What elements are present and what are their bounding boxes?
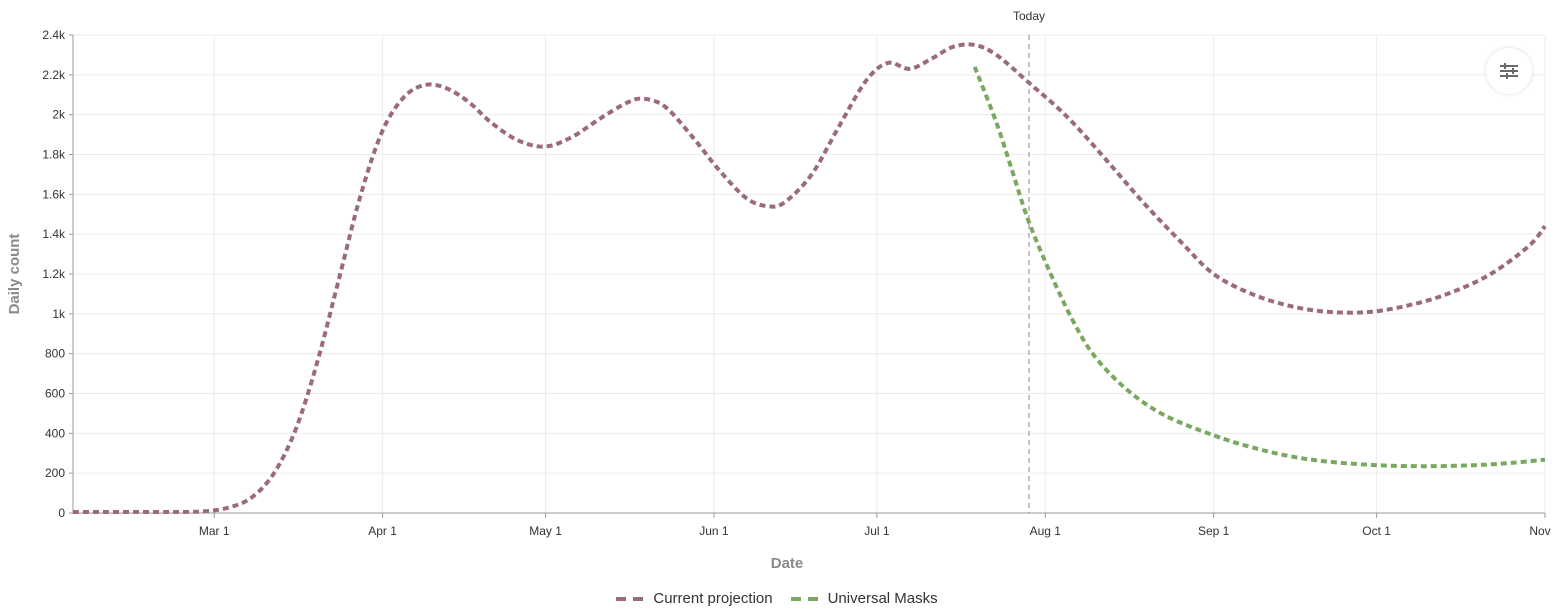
x-tick-label: Nov 1 [1529,524,1554,538]
grid [73,34,1546,513]
x-tick-label: Sep 1 [1198,524,1230,538]
x-axis: Mar 1 Apr 1 May 1 Jun 1 Jul 1 Aug 1 Sep 1 Oct 1… [199,513,1554,538]
y-tick-label: 800 [45,347,65,361]
series-line-universal-masks[interactable] [972,66,1546,469]
y-tick-label: 2.2k [42,68,66,82]
x-tick-label: May 1 [529,524,562,538]
legend-label-universal-masks: Universal Masks [827,590,938,607]
legend: Current projection Universal Masks [0,590,1554,607]
legend-dash [616,596,627,601]
legend-label-current-projection: Current projection [653,590,773,607]
x-axis-title: Date [771,555,804,572]
y-tick-label: 400 [45,426,65,440]
series-line-current-projection[interactable] [72,42,1547,515]
x-tick-label: Apr 1 [368,524,397,538]
y-axis-title: Daily count [6,234,23,315]
legend-item-universal-masks[interactable]: Universal Masks [790,590,938,607]
legend-item-current-projection[interactable]: Current projection [616,590,773,607]
legend-swatch-current-projection [616,596,644,601]
x-tick-label: Jul 1 [864,524,890,538]
y-tick-label: 1.2k [42,267,66,281]
y-tick-label: 2k [52,108,66,122]
y-tick-label: 1k [52,307,66,321]
chart-settings-button[interactable] [1486,48,1532,94]
x-tick-label: Mar 1 [199,524,230,538]
series-layer [72,42,1547,515]
y-axis: 0 200 400 600 800 1k 1.2k 1.4k 1.6k 1.8k 2k 2.2k 2.4… [42,28,73,520]
legend-dash [807,596,818,601]
x-tick-label: Aug 1 [1030,524,1062,538]
y-tick-label: 1.6k [42,187,66,201]
legend-swatch-universal-masks [790,596,818,601]
y-tick-label: 1.4k [42,227,66,241]
legend-dash [633,596,644,601]
y-tick-label: 1.8k [42,148,66,162]
y-tick-label: 600 [45,387,65,401]
legend-dash [790,596,801,601]
y-tick-label: 200 [45,466,65,480]
today-label: Today [1013,9,1045,23]
y-tick-label: 2.4k [42,28,66,42]
x-tick-label: Oct 1 [1362,524,1391,538]
x-tick-label: Jun 1 [699,524,729,538]
sliders-icon [1500,63,1518,79]
chart: 0 200 400 600 800 1k 1.2k 1.4k 1.6k 1.8k 2k 2.2k 2.4… [6,9,1554,572]
y-tick-label: 0 [58,506,65,520]
